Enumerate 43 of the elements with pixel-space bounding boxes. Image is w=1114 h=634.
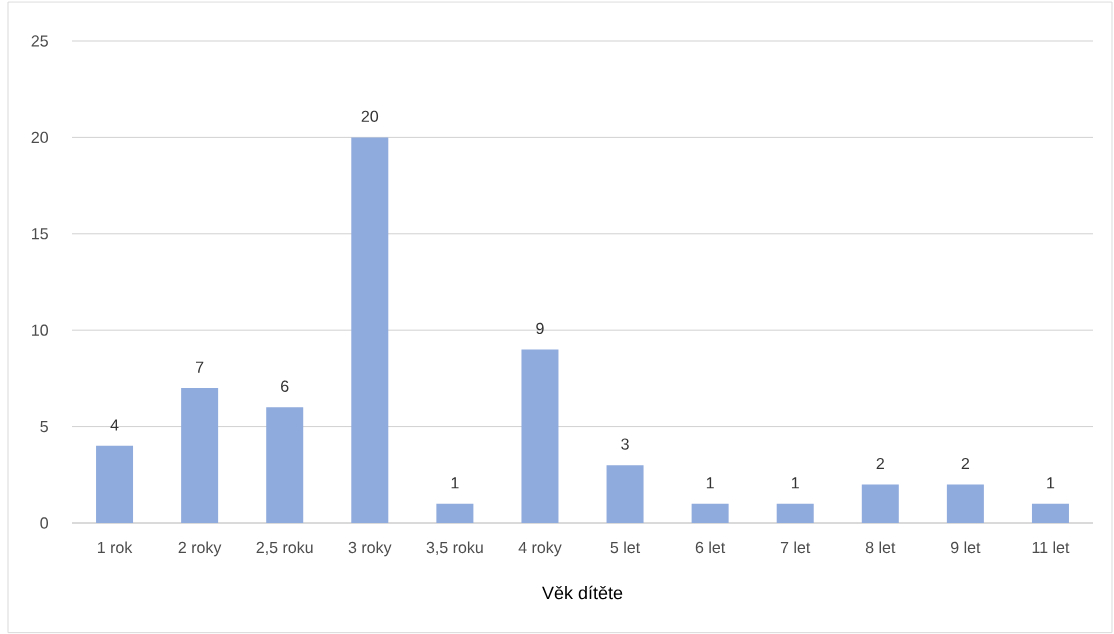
x-tick-label: 2,5 roku [256, 541, 313, 556]
data-label: 2 [876, 457, 884, 470]
x-tick-label: 5 let [610, 541, 641, 554]
data-label: 6 [281, 380, 289, 392]
bar [521, 349, 559, 523]
x-tick-label: 8 let [865, 541, 896, 554]
bar [776, 503, 814, 523]
bar [181, 388, 219, 523]
x-axis-title: Věk dítěte [542, 585, 623, 600]
x-tick-label: 9 let [951, 541, 981, 554]
x-tick-label: 6 let [695, 541, 726, 554]
y-tick-label: 5 [40, 421, 48, 433]
bar [266, 407, 304, 523]
bar [351, 137, 389, 523]
bar [606, 465, 644, 523]
x-tick-label: 7 let [780, 541, 811, 554]
y-tick-label: 10 [32, 324, 49, 336]
bar [96, 445, 134, 523]
bar [946, 484, 984, 523]
data-label: 7 [196, 361, 204, 373]
y-tick-label: 20 [31, 131, 49, 144]
bar [1031, 503, 1069, 523]
data-label: 2 [961, 457, 970, 470]
y-tick-label: 0 [40, 517, 49, 529]
bar [436, 503, 474, 523]
x-tick-label: 3,5 roku [426, 541, 483, 556]
data-label: 1 [791, 477, 799, 489]
y-tick-label: 15 [32, 228, 48, 240]
data-label: 4 [110, 419, 119, 431]
bar [861, 484, 899, 523]
x-tick-label: 11 let [1032, 541, 1070, 554]
data-label: 1 [1047, 477, 1055, 489]
data-label: 1 [451, 477, 459, 489]
bar [691, 503, 729, 523]
x-tick-label: 3 roky [348, 541, 392, 557]
x-tick-label: 1 rok [97, 541, 133, 554]
data-label: 3 [621, 438, 629, 450]
x-tick-label: 2 roky [178, 541, 222, 557]
data-label: 20 [361, 110, 379, 122]
y-tick-label: 25 [31, 35, 48, 47]
x-tick-label: 4 roky [518, 541, 562, 557]
data-label: 9 [536, 322, 544, 335]
data-label: 1 [706, 477, 714, 489]
